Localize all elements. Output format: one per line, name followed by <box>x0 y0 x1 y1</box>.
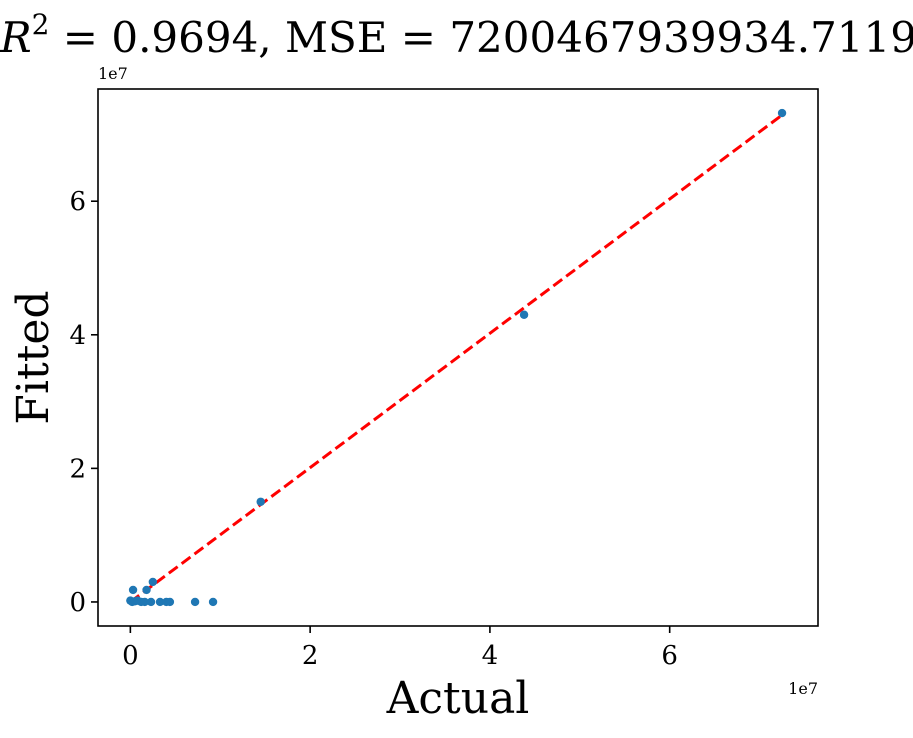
data-point <box>155 597 165 607</box>
plot-frame <box>97 88 819 627</box>
x-tick-label: 0 <box>122 641 139 671</box>
y-tick-label: 2 <box>69 454 86 484</box>
y-tick-label: 6 <box>69 187 86 217</box>
x-tick-label: 4 <box>482 641 499 671</box>
title-metrics: = 0.9694, MSE = 7200467939934.7119 <box>49 13 913 62</box>
data-point <box>208 597 218 607</box>
y-tick-label: 4 <box>69 321 86 351</box>
x-offset-label: 1e7 <box>788 679 818 698</box>
fit-line <box>129 113 783 604</box>
data-point <box>256 497 265 506</box>
title-r2-symbol: R <box>0 13 32 62</box>
y-offset-label: 1e7 <box>98 64 128 83</box>
data-point <box>190 597 200 607</box>
y-axis-label: Fitted <box>8 290 59 424</box>
data-point <box>777 108 787 118</box>
x-tick-label: 2 <box>302 641 319 671</box>
data-point <box>146 597 156 607</box>
data-point <box>128 585 138 595</box>
y-tick-label: 0 <box>69 588 86 618</box>
chart-title: R2 = 0.9694, MSE = 7200467939934.7119 <box>0 8 913 68</box>
x-axis-label: Actual <box>386 673 530 724</box>
data-point <box>148 577 158 587</box>
data-point <box>142 585 151 595</box>
x-tick-label: 6 <box>661 641 678 671</box>
data-point <box>519 310 529 319</box>
title-r2-exponent: 2 <box>31 8 50 41</box>
data-point <box>140 597 149 607</box>
data-point <box>165 597 175 607</box>
